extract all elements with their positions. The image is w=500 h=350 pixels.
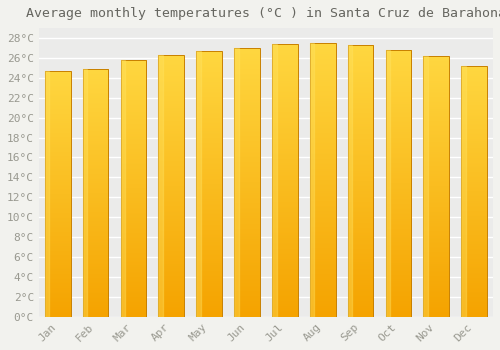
Bar [424, 56, 428, 317]
Bar [158, 55, 163, 317]
Bar [234, 48, 260, 317]
Bar [310, 43, 336, 317]
Bar [348, 45, 352, 317]
Bar [196, 51, 201, 317]
Bar [120, 60, 125, 317]
Bar [462, 66, 487, 317]
Bar [386, 50, 390, 317]
Bar [272, 44, 297, 317]
Bar [158, 55, 184, 317]
Bar [348, 45, 374, 317]
Bar [196, 51, 222, 317]
Bar [45, 71, 50, 317]
Bar [82, 69, 108, 317]
Bar [234, 48, 239, 317]
Bar [272, 44, 276, 317]
Bar [120, 60, 146, 317]
Bar [424, 56, 449, 317]
Bar [310, 43, 314, 317]
Bar [45, 71, 70, 317]
Bar [82, 69, 87, 317]
Bar [462, 66, 466, 317]
Bar [386, 50, 411, 317]
Title: Average monthly temperatures (°C ) in Santa Cruz de Barahona: Average monthly temperatures (°C ) in Sa… [26, 7, 500, 20]
